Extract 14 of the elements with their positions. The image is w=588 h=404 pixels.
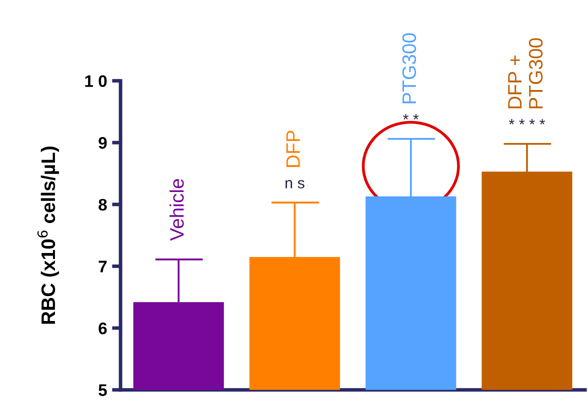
x-tick-label: DFP [286,130,300,167]
x-tick-label: Vehicle [170,179,184,241]
y-tick-label: 8 [98,198,107,211]
x-tick-label: DFP + PTG300 [508,38,543,108]
annotation: n s [286,180,304,188]
y-tick-label: 7 [98,260,107,272]
x-tick-label: PTG300 [402,33,416,104]
y-tick-label: 9 [98,137,107,149]
y-tick-label: 5 [98,384,107,396]
y-tick-label: 1 0 [85,75,107,88]
y-axis-title: RBC (x10$^{6}$ cells/µL) [37,146,59,324]
annotation: * * * * [508,119,546,124]
annotation: * * [403,114,419,120]
y-tick-label: 6 [98,322,107,334]
